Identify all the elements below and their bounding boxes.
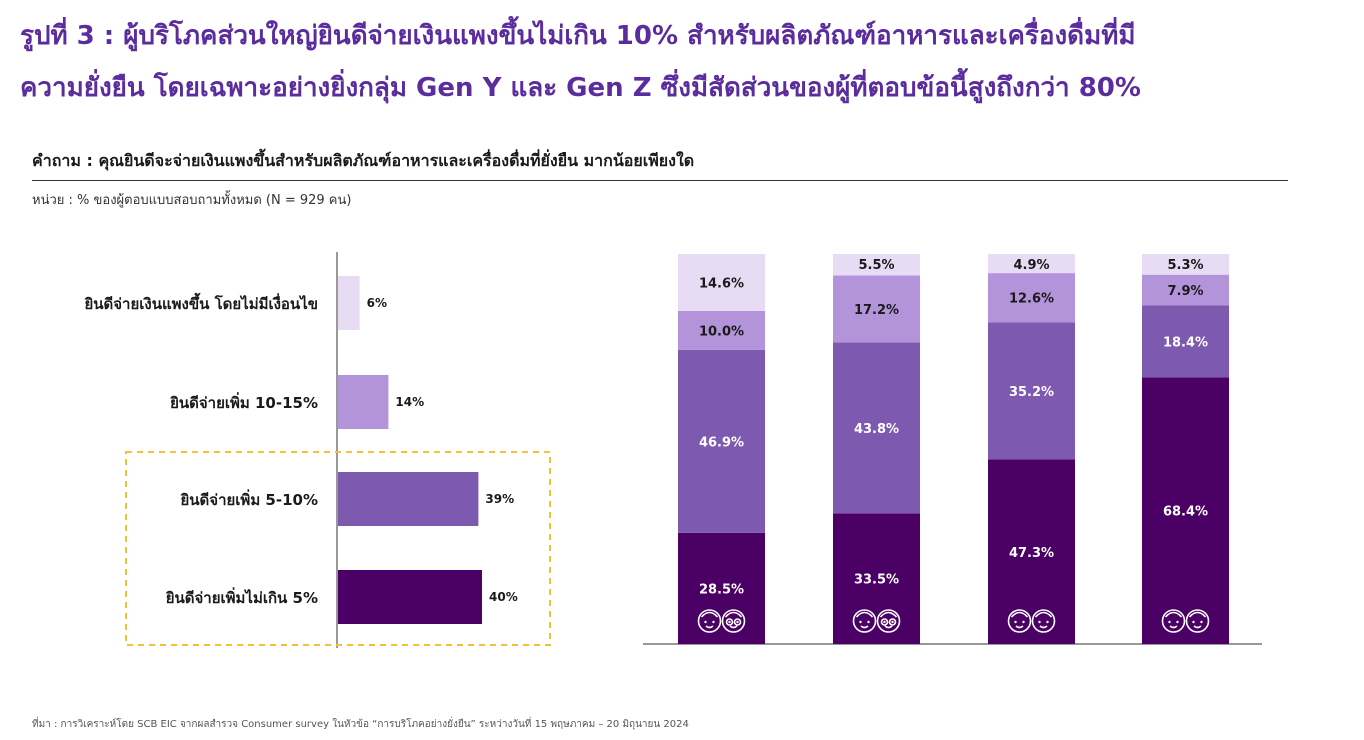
category-label: ยินดีจ่ายเพิ่ม 5-10% [180, 489, 318, 509]
face-icon [1007, 609, 1032, 633]
data-label: 7.9% [1167, 284, 1203, 299]
stacked-bar-chart: 28.5% 46.9% 10.0% 14.6% 33.5% 43.8% 17.2% 5.5% 4… [643, 254, 1262, 645]
baby-boomer-icon [697, 609, 746, 633]
bar [338, 472, 479, 526]
chart-title: รูปที่ 3 : ผู้บริโภคส่วนใหญ่ยินดีจ่ายเงิ… [20, 10, 1360, 114]
stack-segment [1142, 274, 1229, 306]
data-label: 5.3% [1167, 258, 1203, 273]
category-label: ยินดีจ่ายเพิ่ม 10-15% [170, 392, 318, 412]
stack-segment [833, 254, 920, 276]
stack-segment [1142, 305, 1229, 378]
data-label: 33.5% [854, 573, 899, 588]
face-icon [697, 609, 722, 633]
data-label: 47.3% [1009, 546, 1054, 561]
title-line-2: ความยั่งยืน โดยเฉพาะอย่างยิ่งกลุ่ม Gen Y… [20, 73, 1141, 103]
face-icon [876, 609, 901, 633]
bar [338, 570, 482, 624]
data-label: 4.9% [1013, 258, 1049, 273]
stack-segment [988, 254, 1075, 274]
data-label: 40% [489, 590, 518, 604]
data-label: 18.4% [1163, 335, 1208, 350]
horizontal-bar-chart: ยินดีจ่ายเงินแพงขึ้น โดยไม่มีเงื่อนไข 6% ย… [84, 252, 551, 648]
stack-segment [1142, 377, 1229, 644]
data-label: 46.9% [699, 435, 744, 450]
data-label: 6% [367, 296, 387, 310]
stack-segment [988, 322, 1075, 460]
data-label: 35.2% [1009, 385, 1054, 400]
divider [32, 180, 1288, 181]
face-icon [721, 609, 746, 633]
data-label: 12.6% [1009, 292, 1054, 307]
gen-y-icon [1007, 609, 1056, 633]
data-label: 43.8% [854, 422, 899, 437]
data-label: 10.0% [699, 324, 744, 339]
face-icon [852, 609, 877, 633]
stack-segment [678, 532, 765, 644]
title-line-1: รูปที่ 3 : ผู้บริโภคส่วนใหญ่ยินดีจ่ายเงิ… [20, 21, 1136, 51]
data-label: 14.6% [699, 276, 744, 291]
data-label: 39% [485, 492, 514, 506]
stack-segment [988, 459, 1075, 644]
bar [338, 375, 389, 429]
stack-segment [833, 513, 920, 644]
face-icon [1161, 609, 1186, 633]
gen-z-icon [1161, 609, 1210, 633]
data-label: 28.5% [699, 582, 744, 597]
face-icon [1031, 609, 1056, 633]
stack-segment [833, 275, 920, 343]
data-label: 17.2% [854, 303, 899, 318]
bar [338, 276, 360, 330]
face-icon [1185, 609, 1210, 633]
stack-segment [678, 254, 765, 311]
stack-segment [1142, 254, 1229, 275]
stack-segment [988, 273, 1075, 323]
data-label: 14% [395, 395, 424, 409]
question-text: คำถาม : คุณยินดีจะจ่ายเงินแพงขึ้นสำหรับผ… [32, 151, 695, 170]
gen-x-icon [852, 609, 901, 633]
category-label: ยินดีจ่ายเพิ่มไม่เกิน 5% [166, 587, 318, 607]
stack-segment [833, 342, 920, 514]
category-label: ยินดีจ่ายเงินแพงขึ้น โดยไม่มีเงื่อนไข [84, 292, 318, 313]
highlight-box [125, 451, 551, 646]
data-label: 5.5% [858, 258, 894, 273]
source-note: ที่มา : การวิเคราะห์โดย SCB EIC จากผลสำร… [32, 719, 689, 730]
stack-segment [678, 349, 765, 533]
unit-note: หน่วย : % ของผู้ตอบแบบสอบถามทั้งหมด (N =… [32, 193, 352, 208]
data-label: 68.4% [1163, 505, 1208, 520]
stack-segment [678, 310, 765, 350]
